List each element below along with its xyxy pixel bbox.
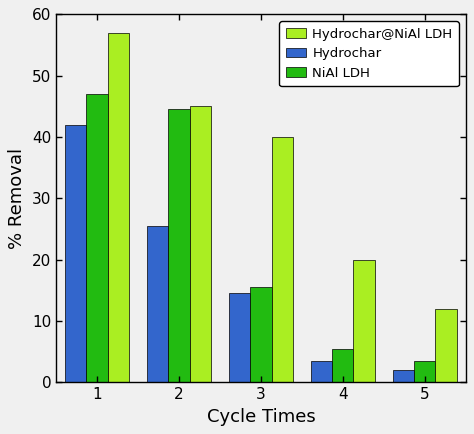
Bar — [311, 361, 332, 382]
Y-axis label: % Removal: % Removal — [9, 148, 27, 249]
Bar — [65, 125, 86, 382]
Bar — [108, 33, 129, 382]
Bar — [393, 370, 414, 382]
Bar — [147, 226, 168, 382]
Bar — [86, 94, 108, 382]
Bar — [250, 287, 272, 382]
Bar — [414, 361, 435, 382]
Bar — [332, 349, 354, 382]
X-axis label: Cycle Times: Cycle Times — [207, 408, 315, 426]
Legend: Hydrochar@NiAl LDH, Hydrochar, NiAl LDH: Hydrochar@NiAl LDH, Hydrochar, NiAl LDH — [279, 21, 459, 86]
Bar — [354, 260, 375, 382]
Bar — [435, 309, 456, 382]
Bar — [190, 106, 211, 382]
Bar — [168, 109, 190, 382]
Bar — [272, 137, 293, 382]
Bar — [229, 293, 250, 382]
